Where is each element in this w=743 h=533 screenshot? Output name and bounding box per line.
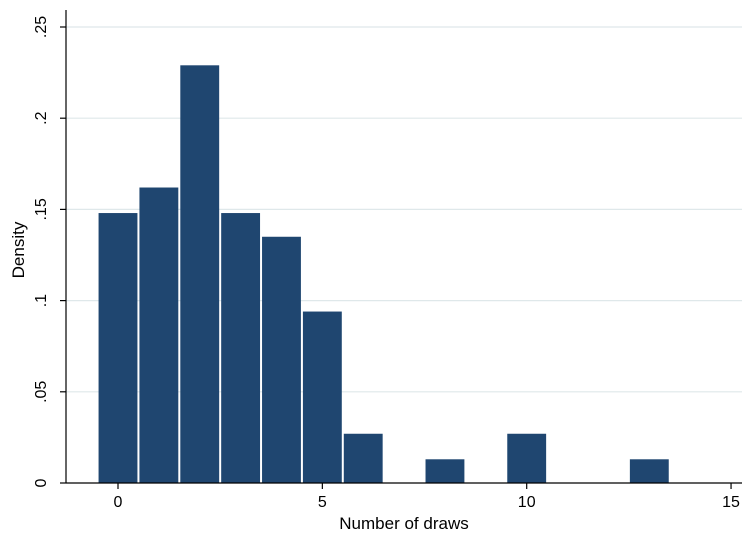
x-axis-title: Number of draws — [339, 514, 468, 533]
x-tick-label: 5 — [318, 494, 327, 511]
histogram-bar — [629, 459, 669, 483]
y-ticks: 0 .05 .1 .15 .2 .25 — [33, 16, 66, 487]
histogram-bar — [180, 65, 220, 483]
histogram-bar — [139, 187, 179, 483]
y-tick-label: .15 — [33, 198, 50, 220]
histogram-bar — [262, 236, 301, 483]
x-tick-label: 15 — [722, 494, 740, 511]
grid-lines — [66, 26, 742, 393]
histogram-bar — [98, 213, 138, 483]
x-tick-label: 10 — [518, 494, 536, 511]
y-tick-label: .1 — [33, 294, 50, 307]
histogram-bar — [221, 213, 261, 483]
y-tick-label: 0 — [33, 478, 50, 487]
y-axis-title: Density — [9, 221, 28, 278]
y-tick-label: .05 — [33, 381, 50, 403]
histogram-bar — [425, 459, 465, 483]
histogram-bar — [507, 433, 547, 483]
x-tick-label: 0 — [114, 494, 123, 511]
axes — [65, 10, 742, 484]
histogram-bar — [302, 311, 342, 483]
histogram-bar — [343, 433, 383, 483]
y-tick-label: .25 — [33, 16, 50, 38]
bars — [98, 65, 669, 483]
x-ticks: 0 5 10 15 — [114, 483, 740, 511]
y-tick-label: .2 — [33, 111, 50, 124]
